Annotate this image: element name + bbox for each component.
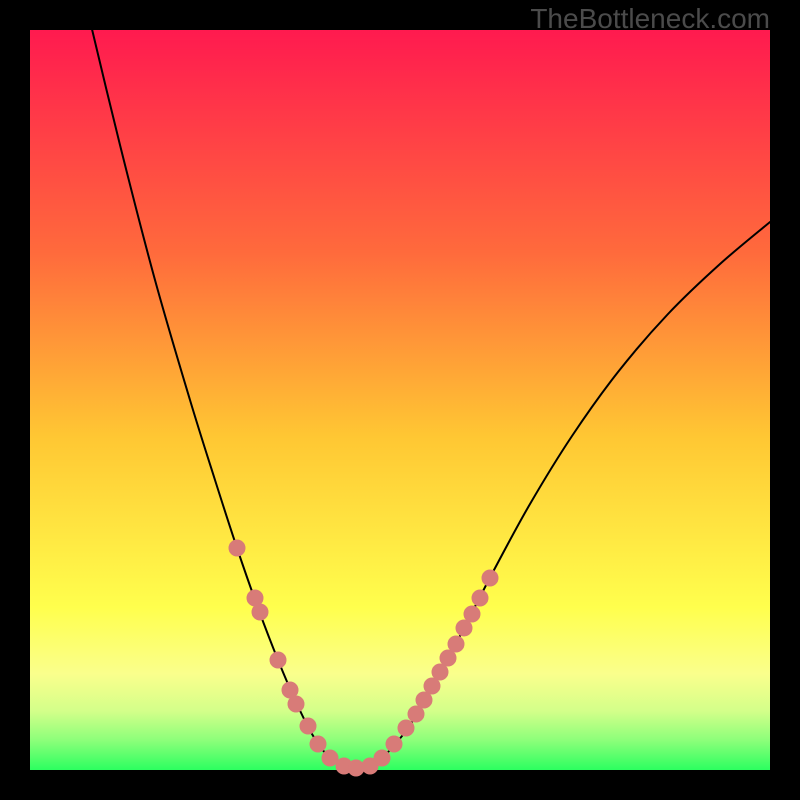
plot-background [30,30,770,770]
chart-stage: TheBottleneck.com [0,0,800,800]
watermark-text: TheBottleneck.com [530,3,770,35]
